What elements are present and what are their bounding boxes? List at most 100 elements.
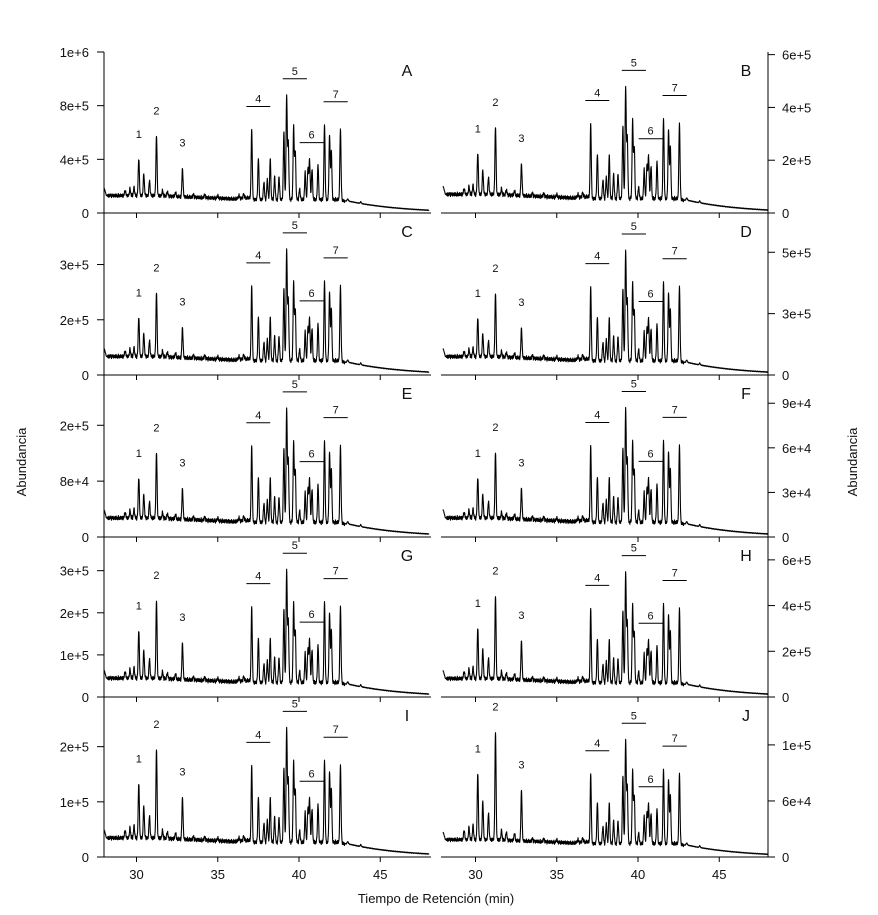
peak-label-6: 6	[648, 774, 654, 786]
peak-label-1: 1	[475, 288, 481, 300]
peak-label-7: 7	[333, 566, 339, 578]
y-tick-label: 2e+5	[782, 644, 811, 659]
panel-letter: C	[401, 224, 413, 241]
panel-letter: A	[402, 63, 413, 80]
y-tick-label: 8e+5	[60, 99, 89, 114]
peak-label-6: 6	[648, 610, 654, 622]
panel-F: 0 3e+4 6e+4 9e+4 1 2 3 4 5 6 7 F	[441, 378, 811, 545]
peak-label-5: 5	[631, 378, 637, 390]
y-axis-title-left: Abundancia	[14, 427, 29, 496]
peak-label-5: 5	[631, 57, 637, 69]
chromatogram-trace-D	[442, 249, 769, 373]
peak-label-1: 1	[136, 601, 142, 613]
y-tick-label: 2e+5	[782, 153, 811, 168]
peak-label-2: 2	[153, 570, 159, 582]
panel-letter: H	[740, 548, 752, 565]
peak-label-3: 3	[179, 612, 185, 624]
panel-G: 0 1e+5 2e+5 3e+5 1 2 3 4 5 6 7 G	[60, 540, 431, 705]
x-tick-label: 35	[550, 867, 564, 882]
peak-label-4: 4	[255, 410, 261, 422]
peak-label-6: 6	[648, 126, 654, 138]
peak-label-1: 1	[475, 123, 481, 135]
y-tick-label: 0	[82, 368, 89, 383]
peak-label-2: 2	[153, 105, 159, 117]
chromatogram-trace-E	[103, 407, 430, 535]
peak-label-3: 3	[179, 767, 185, 779]
panel-letter: E	[402, 386, 413, 403]
y-tick-label: 2e+5	[60, 418, 89, 433]
peak-label-3: 3	[518, 759, 524, 771]
panel-letter: I	[405, 708, 409, 725]
x-tick-label: 45	[373, 867, 387, 882]
y-tick-label: 8e+4	[60, 474, 89, 489]
peak-label-6: 6	[309, 288, 315, 300]
y-tick-label: 4e+5	[782, 100, 811, 115]
x-tick-label: 35	[211, 867, 225, 882]
peak-label-7: 7	[672, 733, 678, 745]
chromatogram-trace-C	[103, 248, 430, 373]
chromatogram-trace-A	[103, 94, 430, 212]
y-tick-label: 6e+4	[782, 794, 811, 809]
peak-label-3: 3	[518, 297, 524, 309]
y-tick-label: 1e+5	[782, 738, 811, 753]
peak-label-5: 5	[631, 221, 637, 233]
y-tick-label: 3e+4	[782, 485, 811, 500]
peak-label-7: 7	[333, 724, 339, 736]
peak-label-4: 4	[255, 93, 261, 105]
y-tick-label: 0	[782, 850, 789, 865]
panel-D: 0 3e+5 5e+5 1 2 3 4 5 6 7 D	[441, 221, 811, 383]
peak-label-5: 5	[292, 379, 298, 391]
peak-label-4: 4	[594, 738, 600, 750]
peak-label-7: 7	[672, 82, 678, 94]
chromatogram-trace-B	[442, 85, 769, 211]
chromatogram-trace-J	[442, 732, 769, 856]
peak-label-2: 2	[153, 719, 159, 731]
y-tick-label: 0	[82, 206, 89, 221]
panel-C: 0 2e+5 3e+5 1 2 3 4 5 6 7 C	[60, 220, 431, 383]
x-tick-label: 30	[468, 867, 482, 882]
y-tick-label: 2e+5	[60, 740, 89, 755]
y-tick-label: 2e+5	[60, 313, 89, 328]
panel-letter: D	[740, 224, 752, 241]
peak-label-6: 6	[309, 449, 315, 461]
y-tick-label: 0	[782, 368, 789, 383]
peak-label-5: 5	[631, 710, 637, 722]
peak-label-7: 7	[333, 245, 339, 257]
peak-label-7: 7	[672, 404, 678, 416]
peak-label-2: 2	[492, 263, 498, 275]
peak-label-5: 5	[292, 220, 298, 232]
peak-label-2: 2	[153, 262, 159, 274]
peak-label-5: 5	[631, 543, 637, 555]
peak-label-3: 3	[179, 297, 185, 309]
peak-label-3: 3	[518, 610, 524, 622]
y-tick-label: 6e+5	[782, 553, 811, 568]
x-tick-label: 45	[712, 867, 726, 882]
y-tick-label: 0	[782, 690, 789, 705]
y-tick-label: 1e+6	[60, 45, 89, 60]
peak-label-1: 1	[475, 448, 481, 460]
peak-label-7: 7	[333, 405, 339, 417]
x-axis-title: Tiempo de Retención (min)	[358, 891, 514, 906]
peak-label-1: 1	[136, 754, 142, 766]
y-tick-label: 9e+4	[782, 396, 811, 411]
peak-label-7: 7	[672, 246, 678, 258]
peak-label-3: 3	[179, 457, 185, 469]
peak-label-1: 1	[136, 448, 142, 460]
peak-label-1: 1	[475, 598, 481, 610]
panel-letter: B	[741, 63, 752, 80]
y-tick-label: 0	[782, 206, 789, 221]
peak-label-1: 1	[136, 287, 142, 299]
y-tick-label: 0	[782, 530, 789, 545]
y-tick-label: 4e+5	[782, 599, 811, 614]
peak-label-1: 1	[475, 743, 481, 755]
peak-label-3: 3	[518, 133, 524, 145]
peak-label-6: 6	[309, 130, 315, 142]
panel-letter: G	[401, 548, 413, 565]
y-tick-label: 1e+5	[60, 795, 89, 810]
peak-label-6: 6	[309, 768, 315, 780]
peak-label-4: 4	[255, 571, 261, 583]
panel-letter: F	[741, 386, 751, 403]
peak-label-6: 6	[648, 288, 654, 300]
